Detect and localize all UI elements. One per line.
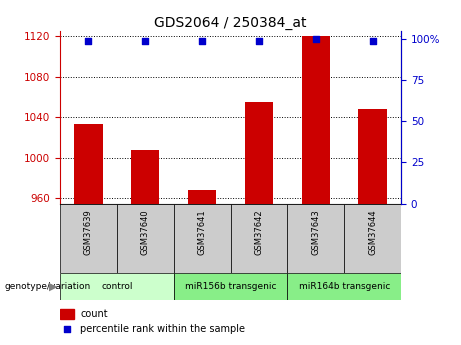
Text: miR156b transgenic: miR156b transgenic xyxy=(185,282,276,291)
Point xyxy=(85,38,92,44)
Bar xyxy=(230,204,287,273)
Text: GSM37643: GSM37643 xyxy=(311,209,320,255)
Text: count: count xyxy=(80,309,108,319)
Text: GSM37642: GSM37642 xyxy=(254,209,263,255)
Text: control: control xyxy=(101,282,132,291)
Bar xyxy=(60,309,74,319)
Bar xyxy=(74,125,102,204)
Bar xyxy=(358,109,387,204)
Text: miR164b transgenic: miR164b transgenic xyxy=(299,282,390,291)
Text: GSM37639: GSM37639 xyxy=(84,209,93,255)
Point xyxy=(142,38,149,44)
Text: percentile rank within the sample: percentile rank within the sample xyxy=(80,325,245,334)
Point xyxy=(312,37,319,42)
Bar xyxy=(174,273,287,300)
Text: genotype/variation: genotype/variation xyxy=(5,282,91,291)
Bar xyxy=(117,204,174,273)
Bar xyxy=(287,273,401,300)
Bar xyxy=(60,204,117,273)
Text: GSM37641: GSM37641 xyxy=(198,209,207,255)
Text: GSM37640: GSM37640 xyxy=(141,209,150,255)
Bar xyxy=(287,204,344,273)
Text: GSM37644: GSM37644 xyxy=(368,209,377,255)
Text: ▶: ▶ xyxy=(49,282,57,291)
Point xyxy=(255,38,263,44)
Bar xyxy=(174,204,230,273)
Bar xyxy=(131,150,160,204)
Bar xyxy=(245,102,273,204)
Bar xyxy=(344,204,401,273)
Bar xyxy=(60,273,174,300)
Point xyxy=(198,38,206,44)
Bar xyxy=(301,36,330,204)
Point xyxy=(369,38,376,44)
Point xyxy=(63,327,71,332)
Title: GDS2064 / 250384_at: GDS2064 / 250384_at xyxy=(154,16,307,30)
Bar xyxy=(188,190,216,204)
